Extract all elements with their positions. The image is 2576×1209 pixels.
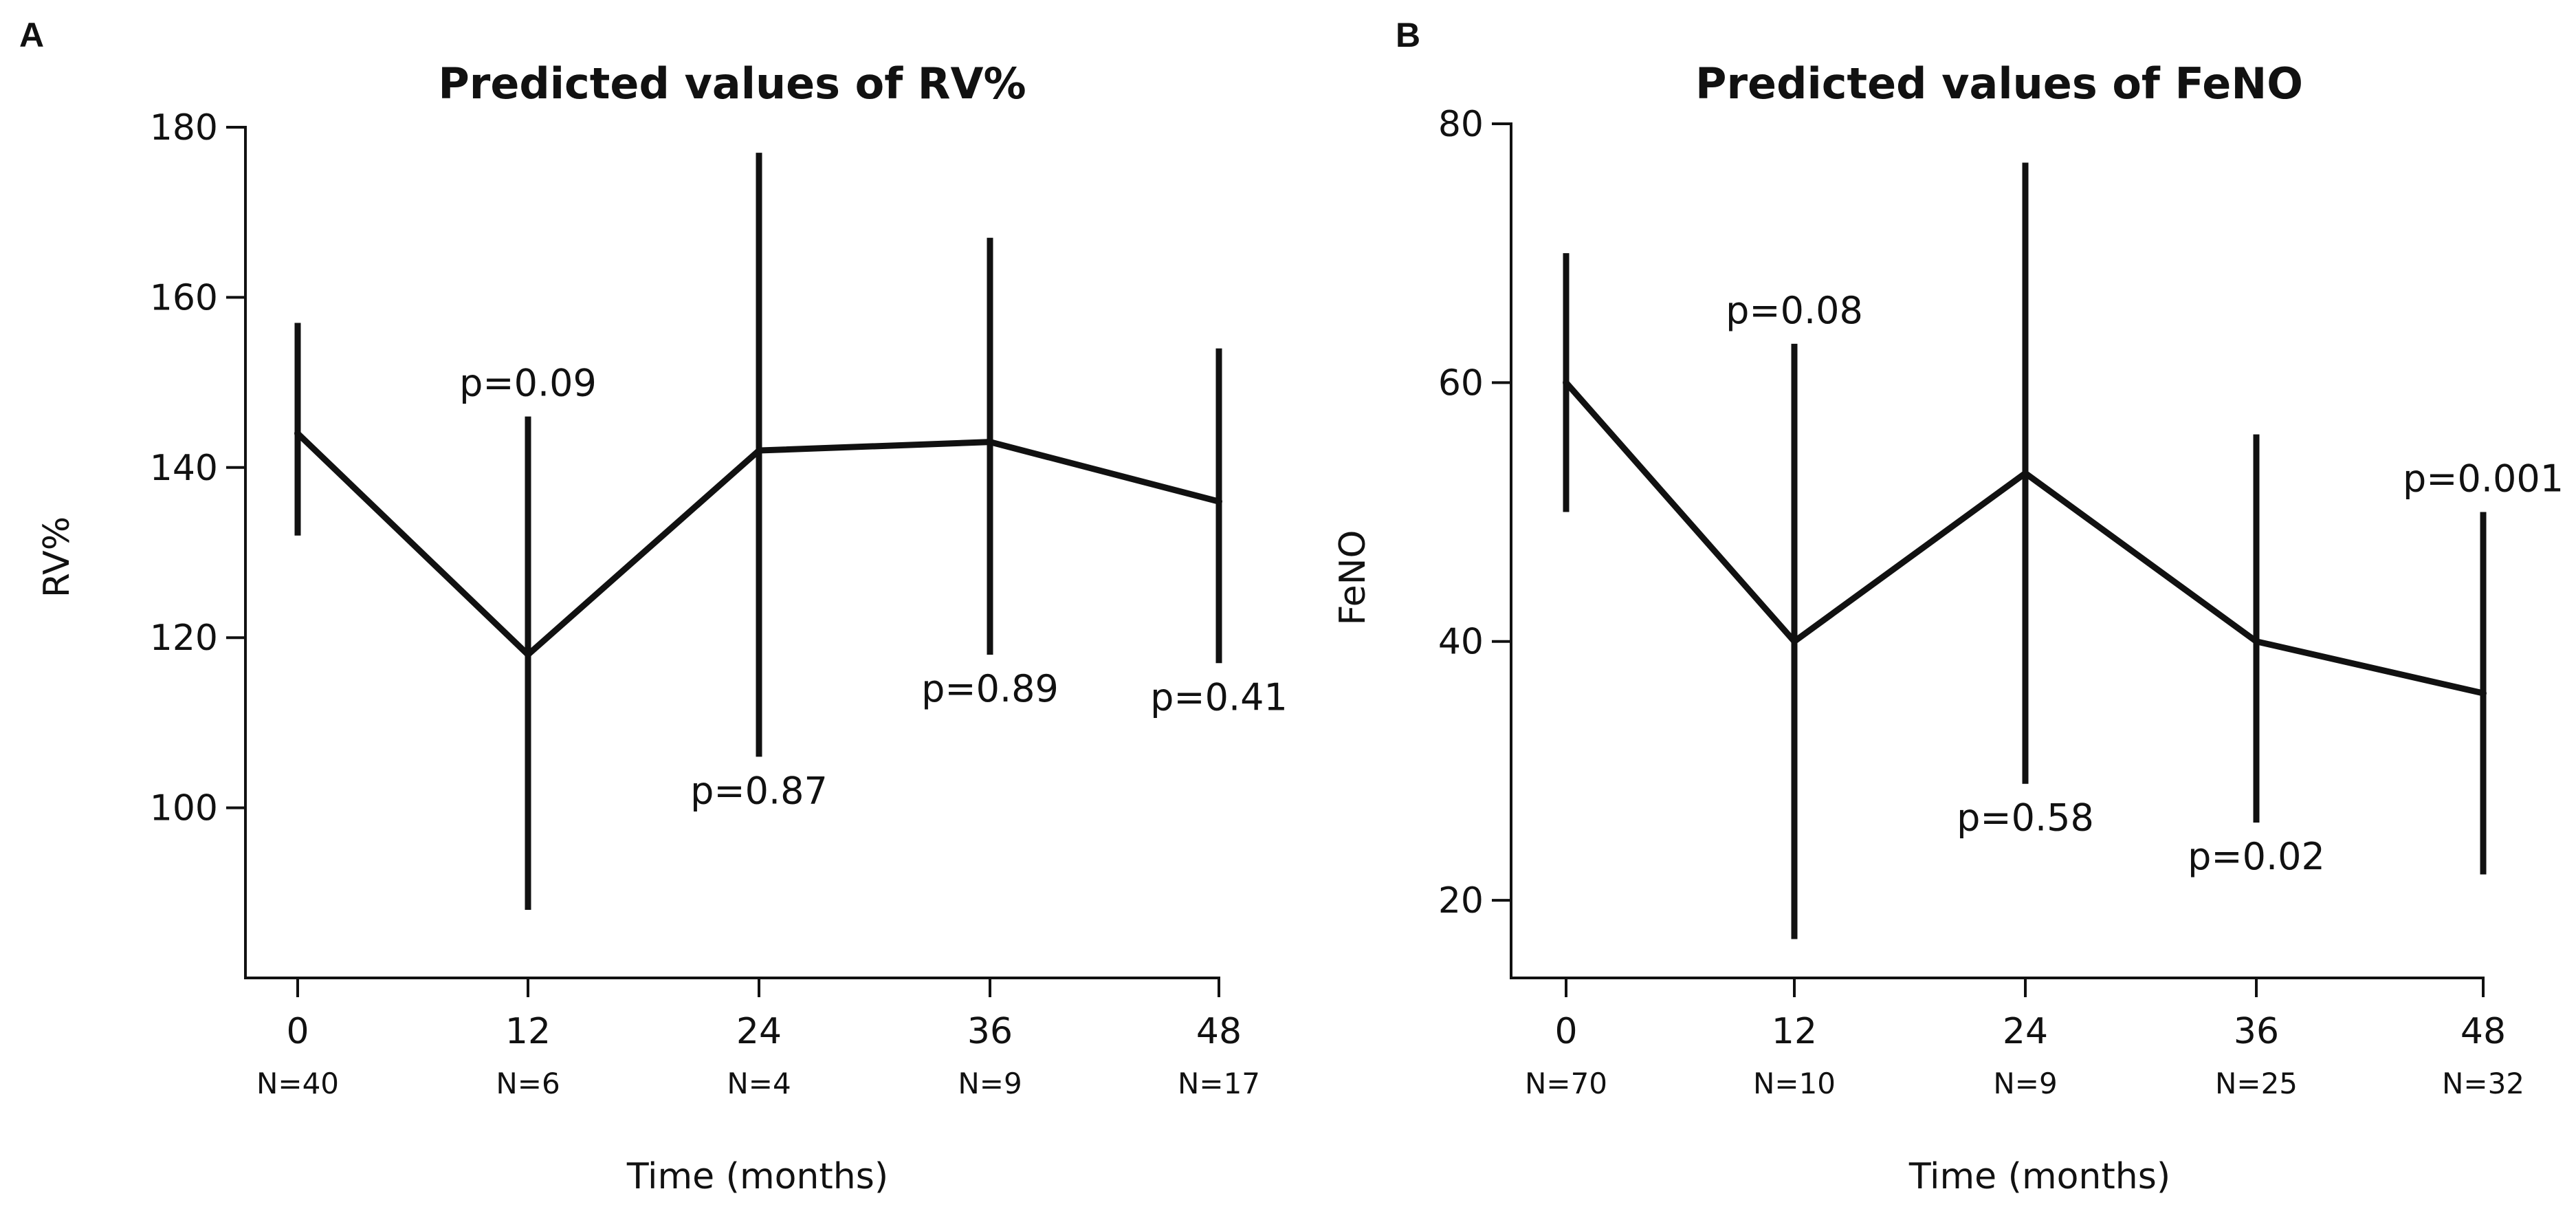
x-tick-label: 0 — [286, 1011, 309, 1052]
y-tick-label: 100 — [150, 788, 218, 829]
data-point — [1215, 498, 1222, 505]
y-tick-label: 160 — [150, 277, 218, 318]
x-tick-label: 48 — [1196, 1011, 1242, 1052]
p-value-label: p=0.89 — [921, 667, 1059, 710]
y-tick-label: 60 — [1438, 362, 1484, 404]
x-tick-label: 24 — [736, 1011, 782, 1052]
data-point — [2480, 690, 2487, 697]
y-axis-title: RV% — [36, 516, 78, 598]
y-tick-label: 140 — [150, 448, 218, 489]
x-tick-label: 36 — [2234, 1011, 2279, 1052]
n-label: N=25 — [2215, 1067, 2298, 1100]
y-tick-label: 80 — [1438, 104, 1484, 145]
x-tick-label: 12 — [1772, 1011, 1817, 1052]
p-value-label: p=0.58 — [1957, 796, 2094, 840]
p-value-label: p=0.02 — [2188, 835, 2325, 878]
x-tick-label: 48 — [2461, 1011, 2506, 1052]
data-point — [525, 651, 531, 658]
x-tick-label: 24 — [2003, 1011, 2048, 1052]
chart-title: Predicted values of FeNO — [1695, 58, 2303, 109]
data-point — [1563, 379, 1570, 386]
data-point — [1791, 638, 1798, 645]
y-axis-title: FeNO — [1332, 530, 1374, 626]
data-point — [2253, 638, 2260, 645]
n-label: N=17 — [1178, 1067, 1260, 1100]
n-label: N=9 — [958, 1067, 1022, 1100]
p-value-label: p=0.41 — [1150, 675, 1288, 719]
p-value-label: p=0.001 — [2403, 457, 2564, 501]
data-point — [2022, 470, 2029, 477]
y-tick-label: 120 — [150, 618, 218, 659]
p-value-label: p=0.09 — [459, 362, 597, 405]
chart-panel-b: B Predicted values of FeNO 20 40 60 80 0 N=70 12… — [1332, 16, 2564, 1197]
n-label: N=40 — [256, 1067, 339, 1100]
p-value-label: p=0.87 — [690, 769, 828, 812]
n-label: N=6 — [496, 1067, 560, 1100]
x-axis-title: Time (months) — [626, 1156, 888, 1197]
chart-title: Predicted values of RV% — [438, 58, 1026, 109]
x-tick-label: 12 — [505, 1011, 551, 1052]
panel-letter: B — [1396, 16, 1420, 54]
n-label: N=32 — [2442, 1067, 2524, 1100]
x-tick-label: 0 — [1554, 1011, 1577, 1052]
y-tick-label: 20 — [1438, 880, 1484, 922]
data-point — [294, 430, 301, 437]
data-point — [756, 447, 762, 455]
x-tick-label: 36 — [967, 1011, 1013, 1052]
y-tick-label: 40 — [1438, 622, 1484, 663]
chart-panel-a: A Predicted values of RV% 100 120 140 160 180 0… — [19, 16, 1288, 1197]
y-tick-label: 180 — [150, 107, 218, 149]
p-value-label: p=0.08 — [1726, 289, 1863, 332]
x-axis-title: Time (months) — [1908, 1156, 2170, 1197]
panel-letter: A — [19, 16, 44, 54]
data-point — [987, 438, 993, 446]
n-label: N=4 — [727, 1067, 791, 1100]
n-label: N=9 — [1993, 1067, 2057, 1100]
n-label: N=70 — [1525, 1067, 1607, 1100]
n-label: N=10 — [1753, 1067, 1836, 1100]
